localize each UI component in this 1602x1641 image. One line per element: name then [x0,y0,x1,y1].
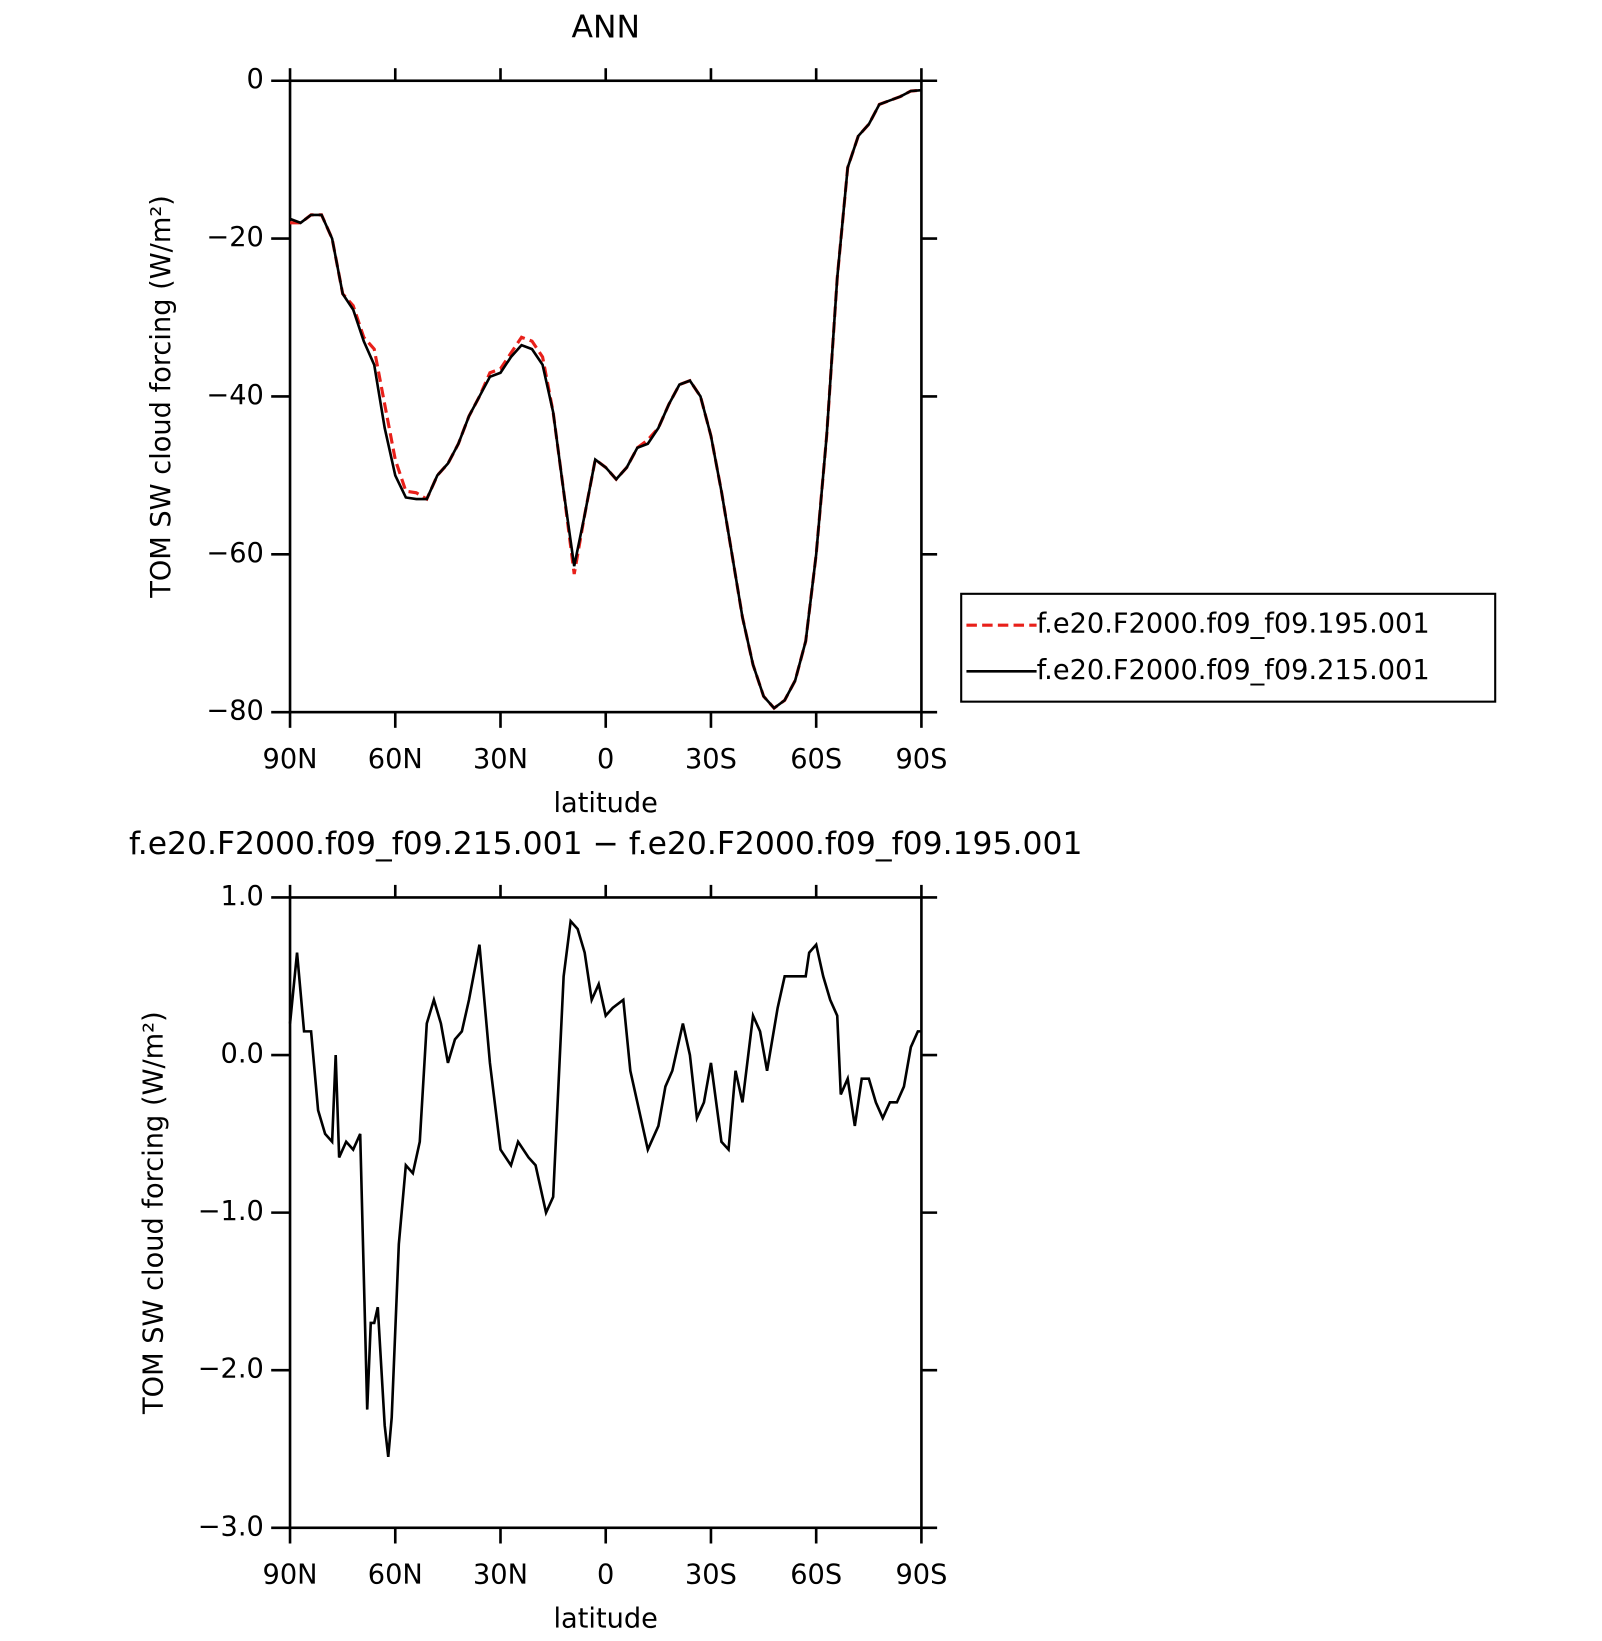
x-tick-label: 0 [597,1559,614,1590]
plot-frame [288,896,923,1530]
y-axis-label: TOM SW cloud forcing (W/m²) [146,195,177,599]
y-tick-label: −2.0 [198,1354,264,1385]
x-tick-label: 90S [895,744,947,775]
x-tick-label: 0 [597,744,614,775]
x-axis-label: latitude [554,1603,658,1634]
y-tick-label: −40 [206,380,263,411]
x-tick-label: 60N [368,1559,423,1590]
y-tick-label: −20 [206,222,263,253]
data-line [290,88,922,711]
x-tick-label: 60N [368,744,423,775]
y-tick-label: −1.0 [198,1196,264,1227]
x-tick-label: 90N [263,1559,318,1590]
y-axis-label: TOM SW cloud forcing (W/m²) [138,1011,169,1415]
y-tick-label: 0.0 [221,1039,264,1070]
chart-title: ANN [571,9,639,45]
data-line [288,918,922,1458]
y-tick-label: 1.0 [221,881,264,912]
x-tick-label: 30N [473,1559,528,1590]
plot-frame [288,79,923,714]
x-tick-label: 30S [685,744,737,775]
legend-label: f.e20.F2000.f09_f09.215.001 [1037,655,1430,686]
x-tick-label: 90N [263,744,318,775]
y-tick-label: −3.0 [198,1511,264,1542]
x-tick-label: 60S [790,1559,842,1590]
x-tick-label: 30N [473,744,528,775]
x-tick-label: 30S [685,1559,737,1590]
legend-box [960,592,1497,703]
y-tick-label: 0 [247,64,264,95]
legend-label: f.e20.F2000.f09_f09.195.001 [1037,609,1430,640]
y-tick-label: −80 [206,696,263,727]
x-tick-label: 90S [895,1559,947,1590]
x-axis-label: latitude [554,788,658,819]
data-line [289,88,922,710]
x-tick-label: 60S [790,744,842,775]
chart-title: f.e20.F2000.f09_f09.215.001 − f.e20.F200… [129,826,1082,862]
y-tick-label: −60 [206,538,263,569]
